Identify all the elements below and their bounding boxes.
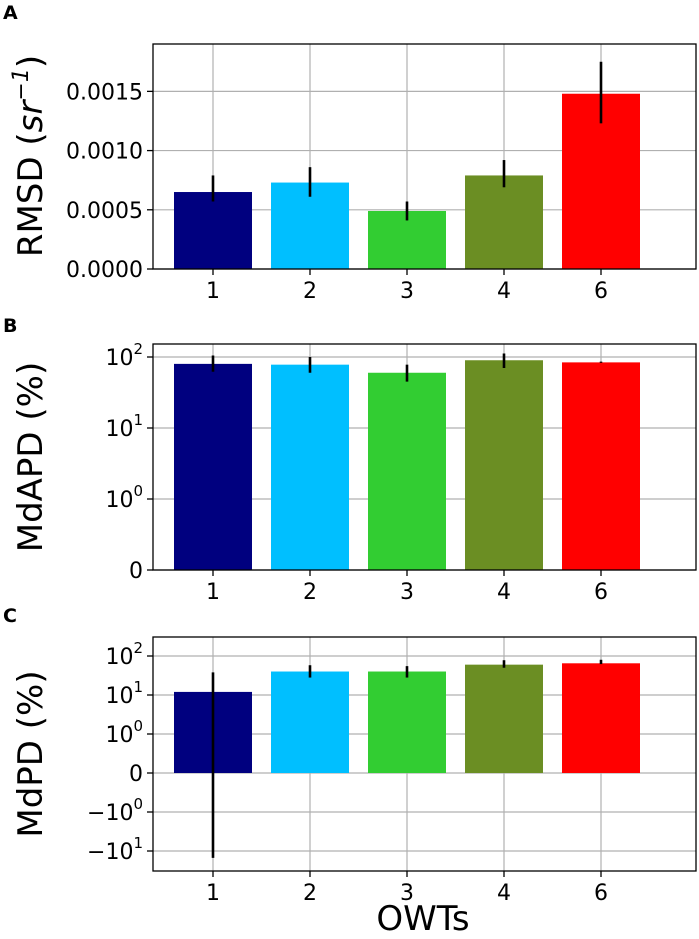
panel-c-y-tick-label: −101 <box>87 834 143 865</box>
panel-a-x-tick-label: 3 <box>400 279 414 304</box>
panel-a-x-ticks: 1 2 3 4 6 <box>206 269 608 304</box>
panel-c: C −101 −100 0 100 101 102 1 2 3 4 6 MdPD (%) OWTs <box>3 605 697 939</box>
panel-a-bar-2 <box>271 182 349 269</box>
panel-a-x-tick-label: 1 <box>206 279 220 304</box>
panel-b-frame <box>152 343 697 571</box>
panel-a-bar-1 <box>174 192 252 269</box>
panel-c-y-tick-label: 0 <box>129 762 143 787</box>
panel-c-error-bars <box>211 659 603 858</box>
panel-c-bars <box>174 663 640 773</box>
panel-b-y-tick-label: 102 <box>105 340 143 371</box>
panel-b-bar-1 <box>174 363 252 570</box>
panel-a-error-bars <box>211 61 603 221</box>
panel-a-x-tick-label: 6 <box>594 279 608 304</box>
panel-a-y-tick-label: 0.0000 <box>66 258 143 283</box>
panel-b-letter: B <box>3 315 17 337</box>
panel-c-bar-3 <box>368 671 446 773</box>
panel-c-x-tick-label: 3 <box>400 881 414 906</box>
panel-b-x-tick-label: 4 <box>497 580 511 605</box>
panel-c-letter: C <box>3 605 17 627</box>
panel-b-bars <box>174 360 640 570</box>
panel-b-x-tick-label: 1 <box>206 580 220 605</box>
x-axis-label: OWTs <box>376 899 469 939</box>
panel-c-bar-4 <box>465 664 543 773</box>
panel-b-bar-3 <box>368 372 446 570</box>
panel-c-x-tick-label: 2 <box>303 881 317 906</box>
panel-b-error-bars <box>211 353 603 382</box>
panel-c-x-tick-label: 6 <box>594 881 608 906</box>
panel-a-y-ticks: 0.0000 0.0005 0.0010 0.0015 <box>66 80 153 283</box>
panel-b-y-ticks: 0 100 101 102 <box>105 340 153 584</box>
panel-b-y-tick-label: 0 <box>129 559 143 584</box>
panel-b-x-ticks: 1 2 3 4 6 <box>206 570 608 605</box>
panel-c-bar-6 <box>562 663 640 773</box>
panel-c-y-tick-label: 102 <box>105 639 143 670</box>
panel-b-bar-2 <box>271 364 349 570</box>
panel-a-x-tick-label: 2 <box>303 279 317 304</box>
panel-b-y-tick-label: 100 <box>105 482 143 513</box>
panel-c-y-tick-label: −100 <box>87 795 143 826</box>
panel-c-y-tick-label: 101 <box>105 678 143 709</box>
panel-a-bar-4 <box>465 175 543 269</box>
panel-c-x-tick-label: 1 <box>206 881 220 906</box>
panel-b-bar-4 <box>465 360 543 570</box>
panel-a-x-tick-label: 4 <box>497 279 511 304</box>
panel-c-y-ticks: −101 −100 0 100 101 102 <box>87 639 153 865</box>
panel-c-x-tick-label: 4 <box>497 881 511 906</box>
panel-a-frame <box>152 43 697 270</box>
panel-c-bar-2 <box>271 671 349 773</box>
panel-c-y-tick-label: 100 <box>105 717 143 748</box>
panel-c-frame <box>152 636 697 872</box>
panel-b-x-tick-label: 3 <box>400 580 414 605</box>
panel-a-y-axis-label: RMSD (sr−1) <box>9 55 51 257</box>
panel-b-y-tick-label: 101 <box>105 411 143 442</box>
panel-c-x-ticks: 1 2 3 4 6 <box>206 871 608 906</box>
panel-b-x-tick-label: 2 <box>303 580 317 605</box>
panel-b-bar-6 <box>562 362 640 570</box>
panel-b-y-axis-label: MdAPD (%) <box>11 362 51 553</box>
panel-b: B 0 100 101 102 1 2 3 4 6 MdAPD (%) <box>3 315 697 605</box>
panel-c-y-axis-label: MdPD (%) <box>11 670 51 837</box>
panel-a-bar-3 <box>368 210 446 269</box>
panel-a: A 0.0000 0.0005 0.0010 0.0015 1 2 3 4 6 RMSD (s… <box>3 2 697 304</box>
panel-a-y-tick-label: 0.0005 <box>66 199 143 224</box>
panel-a-bars <box>174 93 640 269</box>
panel-b-x-tick-label: 6 <box>594 580 608 605</box>
panel-a-letter: A <box>3 2 18 24</box>
panel-a-y-tick-label: 0.0010 <box>66 140 143 165</box>
panel-a-y-tick-label: 0.0015 <box>66 80 143 105</box>
